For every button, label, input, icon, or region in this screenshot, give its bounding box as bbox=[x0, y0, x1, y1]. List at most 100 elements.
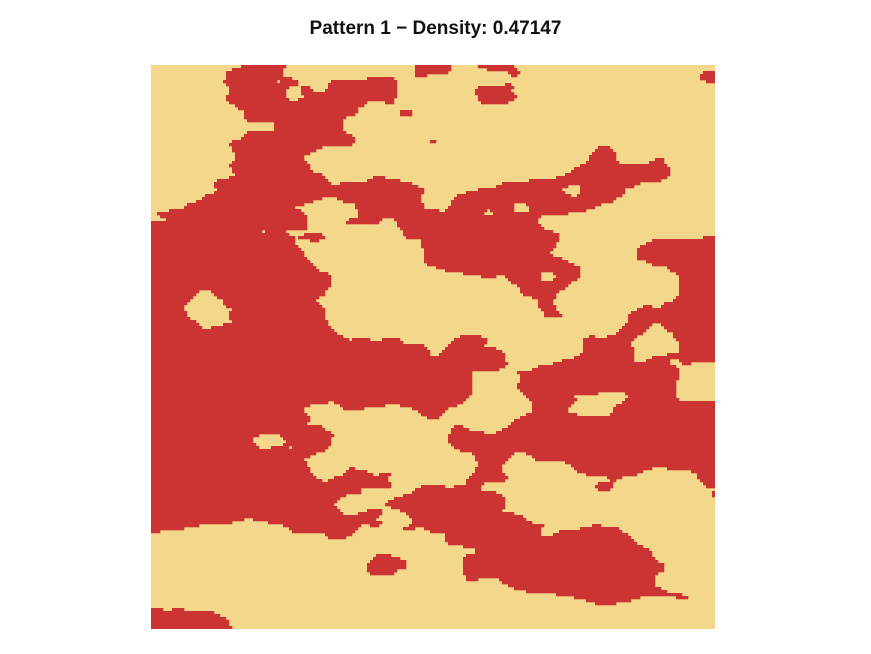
pattern-cell-run bbox=[580, 191, 626, 195]
pattern-cell-run bbox=[151, 317, 191, 321]
pattern-cell-run bbox=[478, 98, 515, 102]
pattern-cell-run bbox=[583, 344, 632, 348]
pattern-cell-run bbox=[424, 248, 554, 252]
pattern-cell-run bbox=[613, 407, 715, 411]
pattern-cell-run bbox=[475, 455, 512, 459]
pattern-cell-run bbox=[241, 137, 356, 141]
pattern-cell-run bbox=[334, 401, 464, 405]
pattern-cell-run bbox=[151, 512, 344, 516]
pattern-cell-run bbox=[151, 419, 311, 423]
pattern-cell-run bbox=[424, 254, 554, 258]
pattern-cell-run bbox=[151, 224, 308, 228]
pattern-cell-run bbox=[151, 389, 473, 393]
pattern-cell-run bbox=[283, 443, 332, 447]
pattern-cell-run bbox=[370, 572, 395, 576]
pattern-cell-run bbox=[403, 527, 416, 531]
pattern-cell-run bbox=[409, 524, 545, 528]
pattern-cell-run bbox=[448, 434, 715, 438]
pattern-cell-run bbox=[280, 80, 299, 84]
pattern-cell-run bbox=[151, 518, 245, 522]
pattern-cell-run bbox=[331, 80, 398, 84]
pattern-cell-run bbox=[700, 74, 715, 78]
pattern-cell-run bbox=[232, 167, 311, 171]
pattern-cell-run bbox=[478, 95, 518, 99]
pattern-cell-run bbox=[343, 407, 365, 411]
pattern-cell-run bbox=[592, 152, 617, 156]
pattern-cell-run bbox=[637, 251, 715, 255]
pattern-cell-run bbox=[640, 245, 715, 249]
pattern-cell-run bbox=[466, 554, 653, 558]
pattern-cell-run bbox=[151, 338, 350, 342]
pattern-cell-run bbox=[520, 290, 560, 294]
pattern-cell-run bbox=[661, 305, 715, 309]
pattern-cell-run bbox=[535, 458, 715, 462]
pattern-cell-run bbox=[559, 530, 623, 534]
pattern-cell-run bbox=[598, 482, 614, 486]
pattern-cell-run bbox=[553, 278, 578, 282]
pattern-cell-run bbox=[151, 449, 326, 453]
pattern-cell-run bbox=[475, 548, 650, 552]
pattern-cell-run bbox=[571, 464, 715, 468]
pattern-cell-run bbox=[151, 308, 185, 312]
pattern-cell-run bbox=[151, 335, 344, 339]
pattern-cell-run bbox=[151, 524, 200, 528]
pattern-cell-run bbox=[610, 413, 715, 417]
pattern-cell-run bbox=[427, 416, 440, 420]
pattern-cell-run bbox=[460, 449, 715, 453]
pattern-cell-run bbox=[166, 218, 308, 222]
pattern-cell-run bbox=[520, 287, 566, 291]
pattern-cell-run bbox=[481, 275, 497, 279]
pattern-cell-run bbox=[706, 80, 715, 84]
pattern-cell-run bbox=[151, 326, 203, 330]
pattern-cell-run bbox=[625, 392, 677, 396]
pattern-cell-run bbox=[151, 422, 308, 426]
pattern-cell-run bbox=[679, 275, 715, 279]
pattern-cell-run bbox=[151, 455, 311, 459]
pattern-cell-run bbox=[301, 92, 398, 96]
pattern-cell-run bbox=[493, 212, 569, 216]
pattern-cell-run bbox=[151, 269, 320, 273]
pattern-cell-run bbox=[229, 314, 326, 318]
pattern-cell-run bbox=[232, 170, 314, 174]
pattern-foreground bbox=[151, 65, 715, 629]
pattern-cell-run bbox=[151, 251, 305, 255]
pattern-cell-run bbox=[415, 68, 452, 72]
pattern-cell-run bbox=[370, 524, 380, 528]
pattern-cell-run bbox=[358, 212, 485, 216]
pattern-cell-run bbox=[151, 467, 311, 471]
pattern-cell-run bbox=[244, 134, 353, 138]
pattern-cell-run bbox=[226, 83, 299, 87]
pattern-cell-run bbox=[517, 371, 680, 375]
pattern-cell-run bbox=[445, 269, 581, 273]
pattern-cell-run bbox=[151, 230, 263, 234]
pattern-cell-run bbox=[445, 347, 497, 351]
pattern-cell-run bbox=[712, 491, 715, 495]
pattern-cell-run bbox=[226, 71, 284, 75]
pattern-cell-run bbox=[151, 608, 164, 612]
pattern-cell-run bbox=[505, 275, 542, 279]
pattern-cell-run bbox=[421, 413, 443, 417]
pattern-cell-run bbox=[652, 356, 715, 360]
pattern-cell-run bbox=[184, 206, 296, 210]
pattern-cell-run bbox=[229, 164, 311, 168]
pattern-cell-run bbox=[343, 200, 422, 204]
pattern-cell-run bbox=[544, 311, 560, 315]
pattern-cell-run bbox=[151, 239, 296, 243]
pattern-cell-run bbox=[367, 569, 398, 573]
pattern-cell-run bbox=[517, 284, 569, 288]
pattern-cell-run bbox=[358, 215, 542, 219]
pattern-cell-run bbox=[526, 452, 715, 456]
pattern-cell-run bbox=[523, 392, 599, 396]
pattern-cell-run bbox=[235, 104, 365, 108]
pattern-cell-run bbox=[673, 335, 715, 339]
pattern-cell-run bbox=[646, 242, 715, 246]
pattern-cell-run bbox=[151, 482, 392, 486]
pattern-cell-run bbox=[589, 335, 596, 339]
pattern-cell-run bbox=[526, 203, 602, 207]
pattern-cell-run bbox=[544, 314, 563, 318]
pattern-cell-run bbox=[151, 227, 308, 231]
pattern-cell-run bbox=[430, 140, 437, 144]
pattern-cell-run bbox=[679, 341, 715, 345]
pattern-cell-run bbox=[400, 113, 413, 117]
pattern-cell-run bbox=[265, 230, 287, 234]
